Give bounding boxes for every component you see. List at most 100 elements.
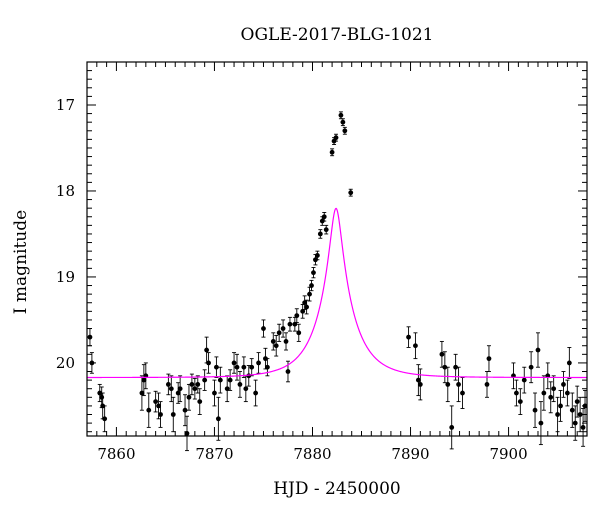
data-point bbox=[314, 253, 320, 258]
data-point bbox=[234, 364, 240, 370]
data-point bbox=[102, 416, 108, 422]
data-point bbox=[292, 321, 298, 327]
data-point bbox=[206, 360, 211, 366]
data-point bbox=[99, 394, 105, 400]
data-point bbox=[263, 356, 268, 362]
data-point bbox=[309, 283, 314, 288]
data-point bbox=[97, 390, 103, 396]
model-curve bbox=[87, 207, 587, 379]
x-axis-label: HJD - 2450000 bbox=[273, 479, 401, 499]
data-point bbox=[100, 403, 106, 409]
y-tick-label: 17 bbox=[56, 96, 75, 114]
data-point bbox=[313, 257, 318, 263]
data-point bbox=[212, 390, 217, 396]
chart-title: OGLE-2017-BLG-1021 bbox=[241, 25, 434, 45]
data-point bbox=[439, 351, 445, 357]
data-point bbox=[215, 416, 221, 422]
data-point bbox=[484, 382, 490, 387]
error-bars bbox=[87, 111, 588, 452]
data-point bbox=[170, 412, 176, 417]
data-point bbox=[217, 377, 223, 383]
data-point bbox=[449, 425, 455, 430]
data-point bbox=[548, 394, 554, 400]
data-point bbox=[417, 382, 423, 387]
data-point bbox=[580, 425, 586, 430]
data-point bbox=[551, 386, 557, 392]
x-tick-label: 7890 bbox=[391, 445, 429, 463]
data-point bbox=[453, 364, 459, 370]
data-point bbox=[283, 339, 289, 344]
y-tick-label: 20 bbox=[56, 354, 75, 372]
data-point bbox=[323, 227, 329, 233]
data-point bbox=[442, 364, 448, 370]
data-point bbox=[541, 390, 547, 396]
plot-frame bbox=[86, 61, 588, 437]
data-point bbox=[158, 412, 163, 417]
data-point bbox=[338, 112, 344, 118]
data-point bbox=[304, 304, 310, 310]
data-point bbox=[317, 231, 323, 237]
data-point bbox=[532, 407, 538, 413]
data-point bbox=[517, 399, 523, 405]
data-point bbox=[406, 334, 411, 340]
data-point bbox=[264, 364, 270, 370]
y-tick-label: 19 bbox=[56, 268, 75, 286]
data-point bbox=[535, 347, 541, 353]
data-point bbox=[528, 364, 534, 370]
data-point bbox=[564, 390, 570, 396]
data-point bbox=[156, 403, 161, 409]
data-point bbox=[415, 377, 421, 383]
data-point bbox=[486, 356, 492, 362]
data-point bbox=[285, 369, 291, 374]
data-point bbox=[276, 330, 282, 336]
data-point bbox=[89, 360, 95, 366]
x-tick-label: 7900 bbox=[489, 445, 527, 463]
data-point bbox=[165, 382, 171, 387]
data-point bbox=[538, 420, 544, 426]
data-point bbox=[280, 326, 286, 331]
data-point bbox=[141, 377, 147, 383]
data-point bbox=[329, 149, 335, 155]
data-point bbox=[555, 412, 560, 417]
data-point bbox=[261, 326, 266, 331]
data-point bbox=[270, 339, 276, 344]
data-point bbox=[153, 399, 159, 405]
data-point bbox=[294, 313, 300, 319]
data-point bbox=[311, 270, 316, 276]
data-point bbox=[521, 377, 527, 383]
data-point bbox=[256, 360, 261, 366]
data-point bbox=[241, 364, 247, 370]
data-point bbox=[572, 420, 578, 426]
y-axis-label: I magnitude bbox=[11, 210, 31, 314]
data-point bbox=[296, 330, 302, 336]
data-point bbox=[87, 334, 93, 340]
data-point bbox=[333, 135, 339, 141]
data-point bbox=[243, 386, 249, 392]
data-point bbox=[340, 119, 346, 125]
data-point bbox=[460, 390, 465, 396]
data-point bbox=[202, 377, 208, 383]
x-tick-label: 7870 bbox=[195, 445, 233, 463]
data-point bbox=[561, 382, 566, 387]
data-point bbox=[249, 364, 255, 370]
data-point bbox=[195, 382, 201, 387]
data-point bbox=[413, 343, 418, 349]
axis-ticks: 7860 7870 7880 7890 7900 17 18 19 20 bbox=[56, 61, 588, 463]
data-point bbox=[237, 382, 243, 387]
data-point bbox=[514, 390, 519, 396]
data-point bbox=[300, 308, 306, 314]
data-point bbox=[321, 214, 327, 220]
data-point bbox=[456, 382, 461, 387]
data-point bbox=[184, 431, 190, 436]
data-point bbox=[348, 190, 354, 196]
data-point bbox=[307, 291, 312, 297]
data-point bbox=[231, 360, 237, 366]
x-tick-label: 7880 bbox=[293, 445, 331, 463]
data-point bbox=[182, 407, 188, 413]
data-point bbox=[177, 386, 183, 392]
data-point bbox=[445, 382, 451, 387]
data-point bbox=[204, 347, 210, 353]
data-point bbox=[302, 300, 308, 306]
data-point bbox=[214, 364, 219, 370]
data-point bbox=[558, 403, 563, 409]
